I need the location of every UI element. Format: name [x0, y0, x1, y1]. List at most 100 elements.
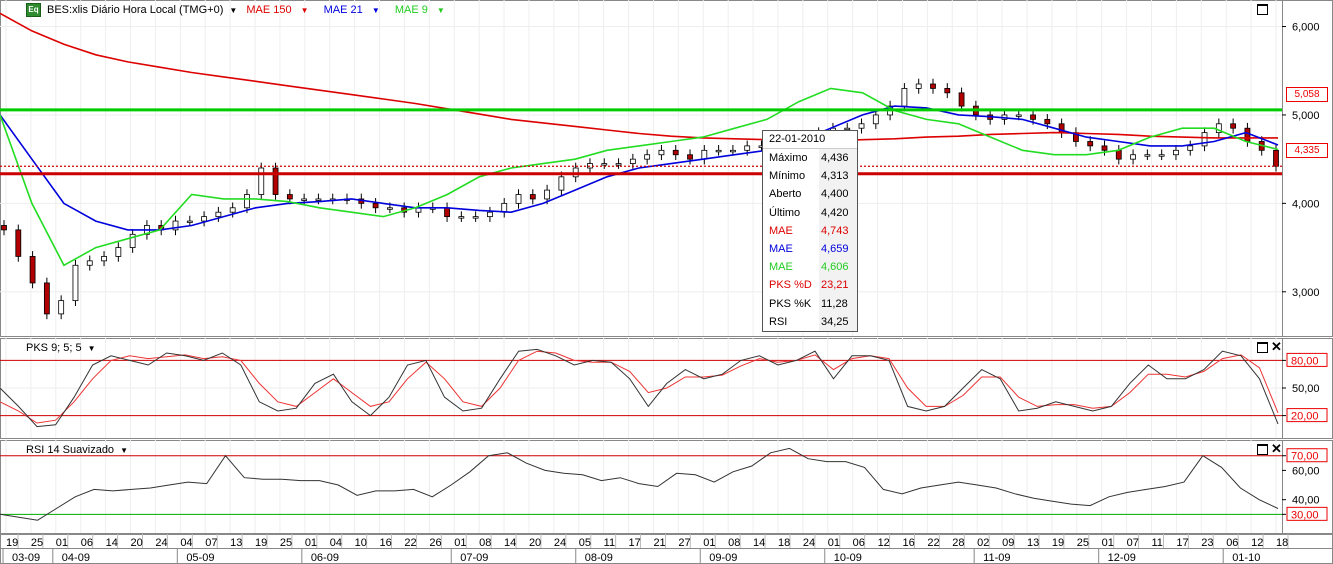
ma21-dropdown-icon[interactable]: ▼ — [371, 6, 380, 15]
close-stoch-icon[interactable]: ✕ — [1271, 339, 1282, 354]
rsi-dropdown-icon[interactable]: ▼ — [120, 446, 128, 455]
candle-body — [701, 149, 708, 160]
maximize-price-icon[interactable] — [1257, 4, 1268, 15]
x-tick-label: 09 — [1002, 537, 1014, 549]
x-tick-label: 04 — [330, 537, 342, 549]
rsi-level-tag — [1286, 506, 1328, 521]
x-tick-label: 11 — [1151, 537, 1162, 549]
x-tick-label: 20 — [529, 537, 541, 549]
ma9-dropdown-icon[interactable]: ▼ — [436, 6, 445, 15]
stoch-tick-label: 20,00 — [1291, 411, 1319, 423]
rsi-panel-header[interactable]: RSI 14 Suavizado ▼ — [26, 443, 134, 457]
stoch-level-tag — [1286, 352, 1328, 367]
ma9-label: MAE 9 — [394, 4, 428, 16]
maximize-rsi-icon[interactable] — [1257, 444, 1268, 455]
x-tick-label: 24 — [155, 537, 167, 549]
maximize-stoch-icon[interactable] — [1257, 342, 1268, 353]
candle-body — [1173, 149, 1179, 156]
y-tick-label: 3,000 — [1292, 287, 1320, 299]
x-tick-label: 01 — [1102, 537, 1114, 549]
tooltip-row-value: 11,28 — [819, 294, 857, 313]
candle-body — [501, 202, 508, 213]
tooltip-row-label: PKS %K — [769, 297, 812, 310]
tooltip-row-value: 34,25 — [819, 312, 857, 331]
tooltip-row: Mínimo 4,313 — [763, 167, 857, 186]
candle-body — [15, 229, 22, 257]
tooltip-row-value: 4,436 — [819, 149, 857, 168]
x-tick-label: 26 — [429, 537, 441, 549]
candle-body — [458, 216, 465, 219]
candle-body — [1115, 149, 1122, 160]
symbol-dropdown-icon[interactable]: ▼ — [229, 6, 238, 15]
candle-body — [1130, 154, 1136, 160]
x-tick-label: 08 — [479, 537, 491, 549]
tooltip-row: Aberto 4,400 — [763, 185, 857, 204]
x-tick-label: 08 — [728, 537, 740, 549]
candle-body — [629, 158, 636, 164]
tooltip-row-label: Aberto — [769, 188, 802, 201]
candle-body — [529, 194, 536, 200]
candle-body — [72, 264, 79, 302]
tooltip-row: MAE 4,659 — [763, 239, 857, 259]
x-tick-label: 25 — [280, 537, 292, 549]
candle-body — [115, 247, 122, 257]
candle-body — [1201, 132, 1208, 147]
candle-body — [101, 256, 107, 262]
candle-body — [644, 154, 651, 160]
candle-body — [472, 216, 479, 219]
x-tick-label: 28 — [952, 537, 964, 549]
tooltip-row-value: 4,420 — [819, 203, 857, 222]
ma150-dropdown-icon[interactable]: ▼ — [300, 6, 309, 15]
candle-body — [201, 216, 207, 222]
candle-body — [1, 225, 7, 231]
candle-body — [1101, 145, 1108, 151]
candle-body — [172, 220, 179, 231]
tooltip-row-value: 4,606 — [819, 258, 857, 277]
tooltip-row-value: 4,313 — [819, 167, 857, 186]
stoch-panel-header[interactable]: PKS 9; 5; 5 ▼ — [26, 341, 102, 355]
x-tick-label: 21 — [653, 537, 665, 549]
tooltip-row: MAE 4,606 — [763, 258, 857, 277]
x-tick-label: 01 — [703, 537, 715, 549]
candle-body — [1087, 141, 1094, 147]
tooltip-row-value: 4,659 — [819, 239, 857, 259]
x-tick-label: 27 — [678, 537, 690, 549]
x-tick-label: 17 — [1176, 537, 1188, 549]
x-tick-label: 05 — [579, 537, 591, 549]
close-rsi-icon[interactable]: ✕ — [1271, 441, 1282, 456]
candle-body — [386, 207, 393, 210]
tooltip-row-value: 4,743 — [819, 221, 857, 240]
x-tick-label: 24 — [803, 537, 815, 549]
tooltip-row-label: MAE — [769, 242, 793, 255]
x-tick-label: 18 — [778, 537, 790, 549]
month-label: 05-09 — [186, 552, 214, 564]
month-label: 04-09 — [62, 552, 90, 564]
x-tick-label: 06 — [1226, 537, 1238, 549]
candle-body — [29, 256, 36, 284]
candle-body — [129, 233, 136, 248]
candle-body — [444, 207, 450, 218]
candle-body — [244, 194, 250, 209]
tooltip-row: PKS %K 11,28 — [763, 294, 857, 313]
candle-body — [672, 149, 679, 156]
x-tick-label: 10 — [355, 537, 367, 549]
x-tick-label: 06 — [853, 537, 865, 549]
candle-body — [858, 123, 865, 129]
candle-body — [544, 189, 551, 200]
x-tick-label: 25 — [1077, 537, 1089, 549]
candle-body — [272, 167, 279, 195]
candle-body — [43, 282, 50, 315]
y-tick-label: 6,000 — [1292, 22, 1320, 34]
stoch-dropdown-icon[interactable]: ▼ — [87, 344, 96, 353]
ma150-line — [0, 12, 1278, 142]
ma21-legend[interactable]: MAE 21 ▼ — [324, 4, 386, 16]
candle-body — [944, 88, 951, 94]
symbol-label[interactable]: BES:xlis Diário Hora Local (TMG+0) — [47, 4, 224, 16]
x-tick-label: 16 — [380, 537, 392, 549]
candle-body — [86, 260, 93, 266]
candle-body — [487, 211, 493, 218]
ma9-legend[interactable]: MAE 9 ▼ — [395, 4, 451, 16]
ma150-legend[interactable]: MAE 150 ▼ — [246, 4, 314, 16]
x-tick-label: 23 — [1201, 537, 1213, 549]
month-label: 12-09 — [1108, 552, 1136, 564]
